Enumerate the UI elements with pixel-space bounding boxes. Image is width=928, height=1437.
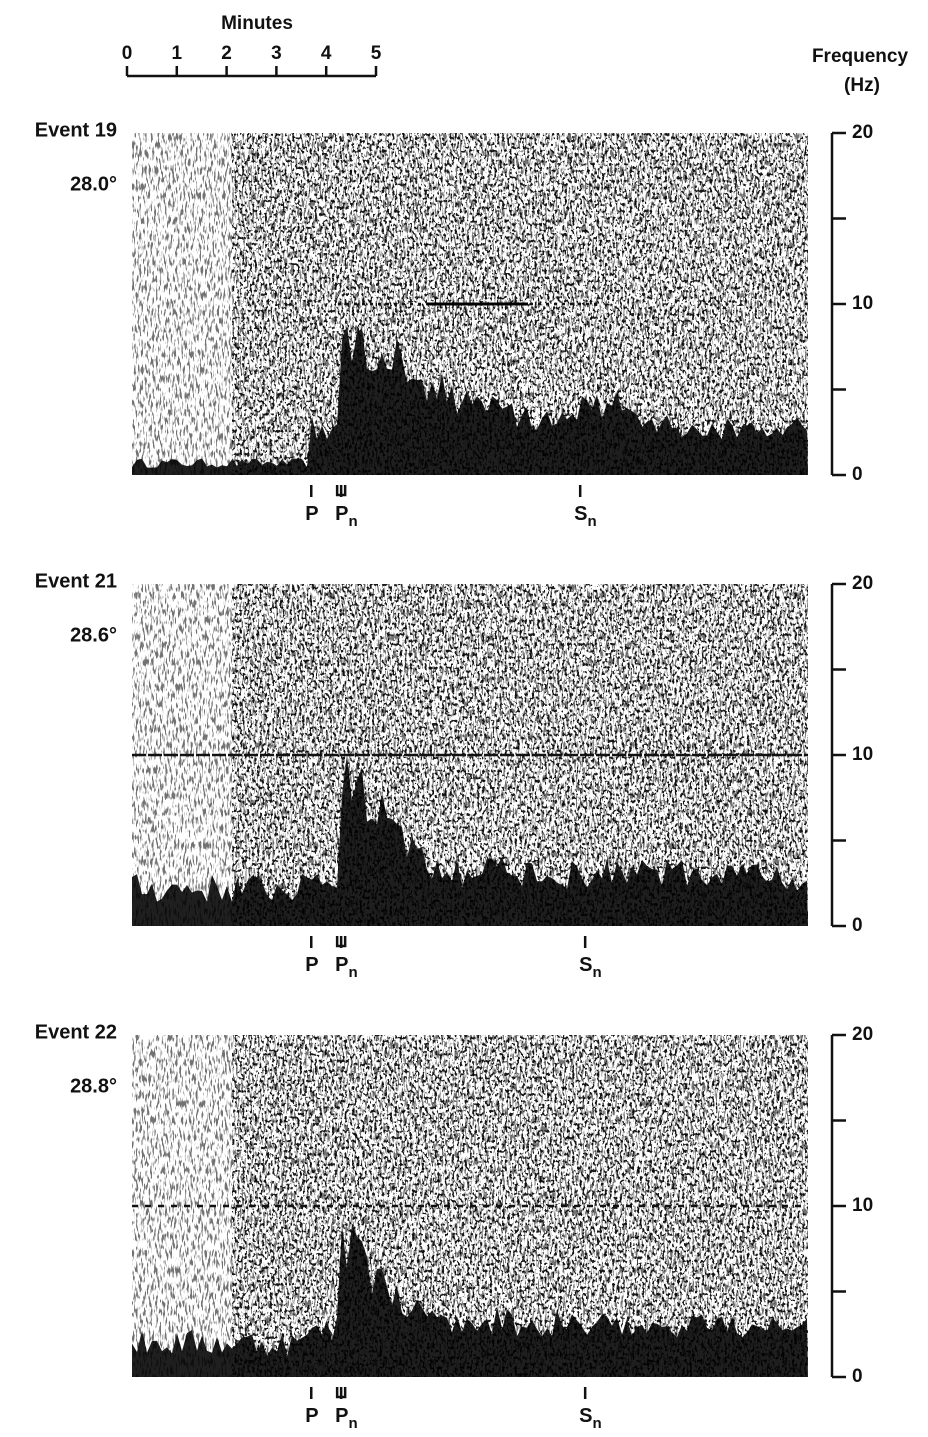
frequency-tick-label: 10 bbox=[852, 293, 873, 314]
phase-label: Pn bbox=[335, 954, 358, 981]
phase-subscript: n bbox=[588, 513, 597, 530]
phase-name: S bbox=[579, 954, 592, 976]
spectrogram-panel bbox=[132, 584, 808, 926]
phase-tick-cup bbox=[335, 936, 347, 948]
time-axis-title: Minutes bbox=[221, 13, 293, 34]
phase-subscript: n bbox=[348, 1415, 357, 1432]
phase-subscript: n bbox=[348, 513, 357, 530]
frequency-tick-label: 10 bbox=[852, 1195, 873, 1216]
phase-name: P bbox=[305, 1405, 318, 1427]
phase-name: P bbox=[335, 954, 348, 976]
phase-label: P bbox=[305, 503, 318, 525]
frequency-tick-label: 0 bbox=[852, 464, 863, 485]
low-frequency-band bbox=[132, 754, 808, 926]
frequency-axis-unit: (Hz) bbox=[844, 75, 880, 96]
phase-tick-cup bbox=[335, 1387, 347, 1399]
frequency-tick-label: 0 bbox=[852, 915, 863, 936]
phase-subscript: n bbox=[593, 1415, 602, 1432]
time-tick-label: 2 bbox=[221, 43, 232, 64]
phase-subscript: n bbox=[348, 964, 357, 981]
phase-name: P bbox=[335, 1405, 348, 1427]
spectrogram-panel bbox=[132, 133, 808, 475]
low-frequency-band bbox=[132, 325, 808, 475]
frequency-tick-label: 20 bbox=[852, 573, 873, 594]
time-tick-label: 1 bbox=[172, 43, 183, 64]
time-tick-label: 3 bbox=[271, 43, 282, 64]
phase-name: P bbox=[335, 503, 348, 525]
phase-name: P bbox=[305, 954, 318, 976]
time-tick-label: 4 bbox=[321, 43, 332, 64]
frequency-tick-label: 0 bbox=[852, 1366, 863, 1387]
frequency-axis-title: Frequency bbox=[812, 46, 909, 67]
event-label: Event 21 bbox=[35, 570, 117, 592]
frequency-tick-label: 20 bbox=[852, 122, 873, 143]
phase-label: Pn bbox=[335, 1405, 358, 1432]
phase-label: Pn bbox=[335, 503, 358, 530]
phase-tick-cup bbox=[335, 485, 347, 497]
low-frequency-band bbox=[132, 1224, 808, 1377]
spectrogram-panel bbox=[132, 1035, 808, 1377]
frequency-tick-label: 20 bbox=[852, 1024, 873, 1045]
phase-label: Sn bbox=[579, 954, 602, 981]
frequency-tick-label: 10 bbox=[852, 744, 873, 765]
phase-name: S bbox=[574, 503, 587, 525]
event-label: Event 19 bbox=[35, 119, 117, 141]
phase-label: P bbox=[305, 954, 318, 976]
phase-subscript: n bbox=[593, 964, 602, 981]
phase-label: P bbox=[305, 1405, 318, 1427]
distance-label: 28.8° bbox=[70, 1075, 117, 1097]
phase-name: S bbox=[579, 1405, 592, 1427]
time-tick-label: 5 bbox=[371, 43, 382, 64]
event-label: Event 22 bbox=[35, 1021, 117, 1043]
phase-name: P bbox=[305, 503, 318, 525]
distance-label: 28.6° bbox=[70, 624, 117, 646]
distance-label: 28.0° bbox=[70, 173, 117, 195]
time-tick-label: 0 bbox=[122, 43, 133, 64]
phase-label: Sn bbox=[579, 1405, 602, 1432]
phase-label: Sn bbox=[574, 503, 597, 530]
